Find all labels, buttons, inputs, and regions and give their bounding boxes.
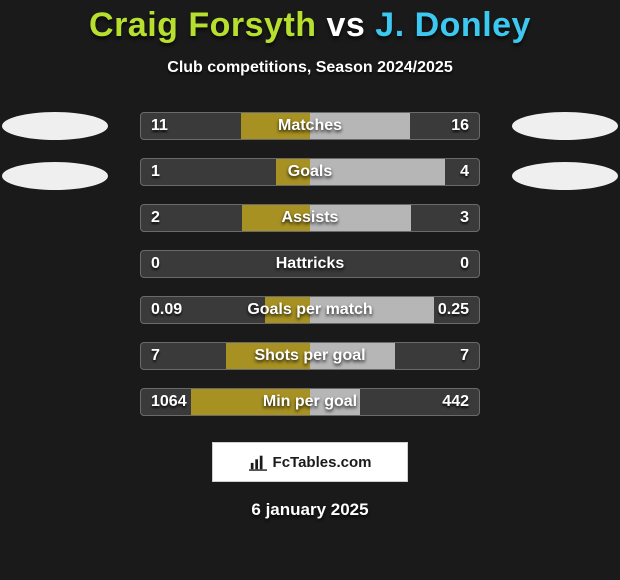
stat-row: 1116Matches	[140, 112, 480, 140]
stat-value-left: 1	[141, 159, 170, 185]
stat-value-left: 0	[141, 251, 170, 277]
stat-value-right: 0	[450, 251, 479, 277]
stat-right-fill	[310, 113, 410, 139]
decor-ellipse	[2, 162, 108, 190]
content: Craig Forsyth vs J. Donley Club competit…	[0, 0, 620, 580]
stat-right-fill	[310, 159, 445, 185]
stat-right-fill	[310, 343, 395, 369]
stat-left-fill	[276, 159, 310, 185]
subtitle: Club competitions, Season 2024/2025	[0, 59, 620, 77]
title-player1: Craig Forsyth	[89, 6, 317, 44]
decor-ellipse	[512, 162, 618, 190]
title-vs: vs	[327, 6, 366, 44]
stat-value-right: 4	[450, 159, 479, 185]
stat-value-left: 0.09	[141, 297, 192, 323]
stat-right-fill	[310, 205, 411, 231]
stat-right-fill	[310, 297, 434, 323]
decor-ellipse	[2, 112, 108, 140]
page-title: Craig Forsyth vs J. Donley	[0, 0, 620, 45]
attribution-text: FcTables.com	[273, 454, 372, 471]
stat-value-right: 3	[450, 205, 479, 231]
stat-row: 00Hattricks	[140, 250, 480, 278]
stat-value-left: 2	[141, 205, 170, 231]
stat-left-fill	[242, 205, 310, 231]
stat-value-right: 16	[441, 113, 479, 139]
stat-value-left: 7	[141, 343, 170, 369]
stat-row: 14Goals	[140, 158, 480, 186]
stat-bars: 1116Matches14Goals23Assists00Hattricks0.…	[140, 112, 480, 434]
stat-row: 0.090.25Goals per match	[140, 296, 480, 324]
stat-right-fill	[310, 389, 360, 415]
attribution-badge: FcTables.com	[212, 442, 408, 482]
bar-chart-icon	[249, 453, 267, 471]
stat-value-left: 1064	[141, 389, 197, 415]
decor-left	[0, 112, 110, 190]
stat-left-fill	[265, 297, 310, 323]
stat-row: 77Shots per goal	[140, 342, 480, 370]
stat-left-fill	[191, 389, 310, 415]
stat-left-fill	[226, 343, 311, 369]
stat-value-right: 7	[450, 343, 479, 369]
stat-row: 23Assists	[140, 204, 480, 232]
stat-value-right: 442	[432, 389, 479, 415]
decor-right	[510, 112, 620, 190]
date: 6 january 2025	[0, 500, 620, 520]
decor-ellipse	[512, 112, 618, 140]
stat-value-right: 0.25	[428, 297, 479, 323]
title-player2: J. Donley	[375, 6, 531, 44]
stat-row: 1064442Min per goal	[140, 388, 480, 416]
stat-value-left: 11	[141, 113, 178, 139]
stat-left-fill	[241, 113, 310, 139]
